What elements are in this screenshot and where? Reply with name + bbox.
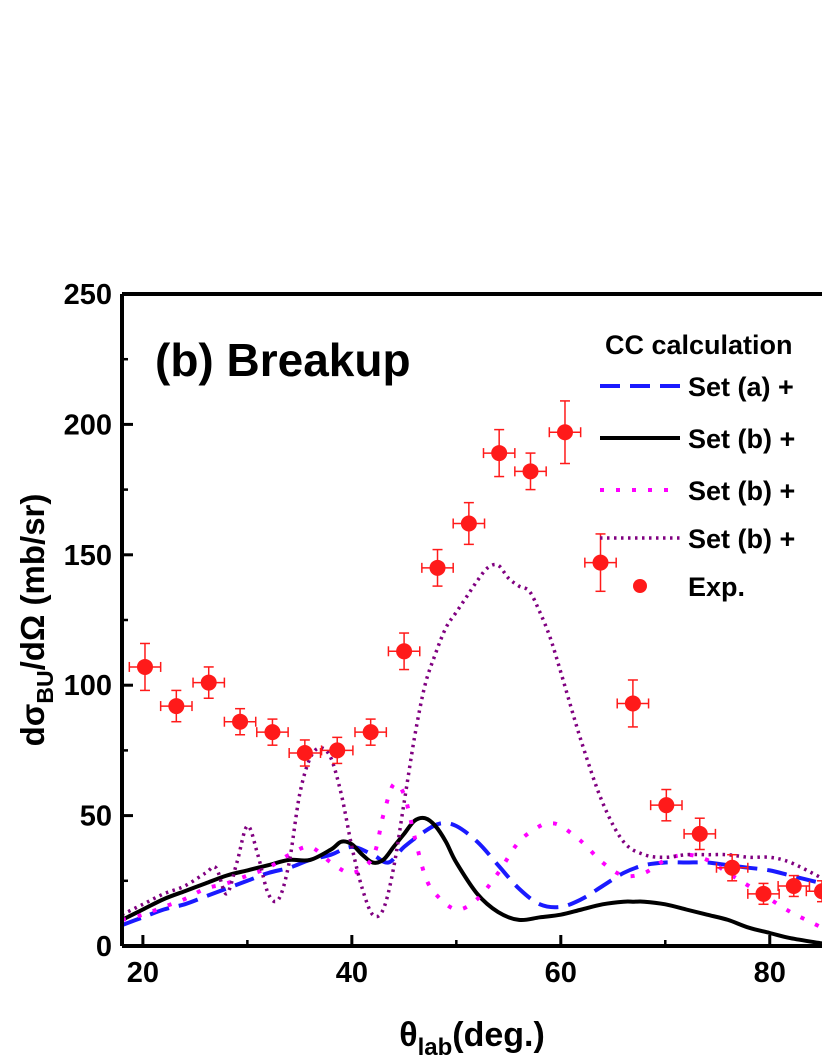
legend: CC calculation Set (a) + Set (b) + Set (… (600, 330, 795, 602)
x-tick-label-3: 80 (754, 957, 786, 989)
exp-point-20 (777, 874, 811, 898)
exp-point-3 (223, 707, 257, 736)
exp-marker (658, 797, 675, 814)
exp-marker (785, 878, 802, 895)
legend-label-exp: Exp. (688, 572, 745, 602)
exp-point-4 (256, 718, 289, 746)
exp-point-6 (320, 736, 354, 765)
x-axis-title-main: θ (399, 1016, 417, 1054)
exp-points-layer (128, 400, 822, 906)
exp-point-17 (683, 817, 717, 851)
exp-marker (396, 643, 413, 660)
exp-marker (296, 745, 313, 762)
exp-marker (429, 559, 446, 576)
panel-label: (b) Breakup (155, 334, 411, 386)
exp-marker (168, 698, 185, 715)
y-tick-label-1: 50 (80, 801, 112, 833)
exp-marker (491, 445, 508, 462)
series-layer (122, 562, 822, 946)
series-set-b-solid-line (122, 815, 822, 946)
exp-marker (362, 724, 379, 741)
exp-marker (624, 695, 641, 712)
y-tick-label-0: 0 (96, 931, 112, 963)
exp-point-10 (452, 501, 486, 546)
y-axis-title-pre: dσ (14, 704, 51, 747)
x-axis-title: θlab(deg.) (399, 1016, 545, 1061)
y-axis-title-sub: BU (32, 670, 58, 703)
legend-swatch-exp (633, 579, 647, 593)
exp-point-8 (387, 632, 421, 671)
exp-marker (200, 674, 217, 691)
series-set-a-line (122, 821, 822, 927)
exp-point-15 (616, 679, 650, 728)
legend-label-set-b-dotted: Set (b) + (688, 476, 795, 506)
exp-point-21 (805, 880, 822, 903)
exp-point-0 (128, 642, 162, 692)
x-axis-title-rest: (deg.) (452, 1016, 545, 1054)
legend-title: CC calculation (605, 330, 793, 360)
exp-point-16 (649, 788, 683, 822)
exp-marker (691, 825, 708, 842)
exp-point-13 (548, 400, 582, 465)
y-tick-label-2: 100 (64, 670, 112, 702)
y-tick-label-3: 150 (64, 540, 112, 572)
exp-point-5 (288, 739, 322, 767)
y-tick-label-5: 250 (64, 279, 112, 311)
y-tick-label-4: 200 (64, 409, 112, 441)
exp-marker (592, 554, 609, 571)
exp-marker (814, 883, 822, 900)
x-tick-label-1: 40 (336, 957, 368, 989)
legend-label-set-a: Set (a) + (688, 372, 794, 402)
exp-point-18 (715, 853, 749, 882)
exp-marker (460, 515, 477, 532)
exp-point-11 (482, 428, 516, 478)
exp-point-9 (421, 548, 454, 587)
x-tick-label-2: 60 (545, 957, 577, 989)
exp-marker (264, 724, 281, 741)
y-axis-title: dσBU/dΩ (mb/sr) (14, 494, 58, 747)
exp-marker (329, 742, 346, 759)
exp-marker (522, 463, 539, 480)
y-axis-title-rest: /dΩ (mb/sr) (14, 494, 51, 671)
exp-marker (556, 424, 573, 441)
exp-marker (136, 658, 153, 675)
x-tick-label-0: 20 (127, 957, 159, 989)
exp-point-14 (584, 533, 617, 593)
exp-point-12 (514, 452, 547, 491)
exp-marker (232, 713, 249, 730)
exp-point-19 (747, 882, 780, 906)
exp-point-2 (192, 666, 226, 699)
exp-marker (755, 885, 772, 902)
exp-point-7 (354, 718, 388, 746)
ticks-layer: 20 40 60 80 0 50 100 150 200 250 (64, 279, 786, 989)
exp-marker (724, 859, 741, 876)
x-axis-title-sub: lab (418, 1034, 453, 1061)
exp-point-1 (159, 689, 193, 723)
legend-label-set-b-solid: Set (b) + (688, 424, 795, 454)
legend-label-set-b-dense: Set (b) + (688, 524, 795, 554)
